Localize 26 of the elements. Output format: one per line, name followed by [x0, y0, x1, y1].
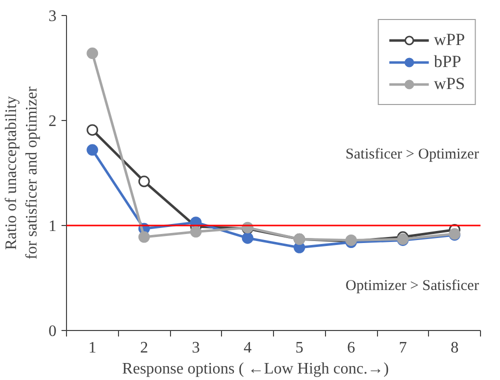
x-tick-label: 5 — [295, 340, 304, 356]
x-tick-label: 1 — [88, 340, 96, 356]
point — [138, 176, 150, 188]
x-tick-label: 8 — [450, 340, 459, 356]
point — [86, 144, 98, 156]
y-tick-label: 0 — [48, 323, 56, 340]
y-axis-title: Ratio of unacceptability for satisficer and optimizer — [3, 86, 40, 260]
point — [242, 232, 254, 244]
x-tick-label: 3 — [192, 340, 200, 356]
y-tick-label: 2 — [48, 113, 56, 130]
point — [190, 226, 202, 238]
point — [138, 231, 150, 243]
x-tick-label: 2 — [140, 340, 148, 356]
annotation: Satisficer > Optimizer — [346, 146, 479, 162]
legend-label: bPP — [434, 52, 462, 72]
y-tick-label: 3 — [48, 8, 56, 25]
point — [86, 124, 98, 136]
x-tick-label: 4 — [244, 340, 252, 356]
x-tick-label: 7 — [398, 340, 407, 356]
x-tick-label: 6 — [347, 340, 356, 356]
x-axis-title: Response options ( ←Low High conc.→) — [122, 360, 389, 378]
y-tick-label: 1 — [48, 218, 56, 235]
legend-label: wPP — [434, 30, 465, 50]
annotation: Optimizer > Satisficer — [346, 278, 479, 294]
point — [86, 48, 98, 60]
legend-label: wPS — [434, 74, 465, 94]
